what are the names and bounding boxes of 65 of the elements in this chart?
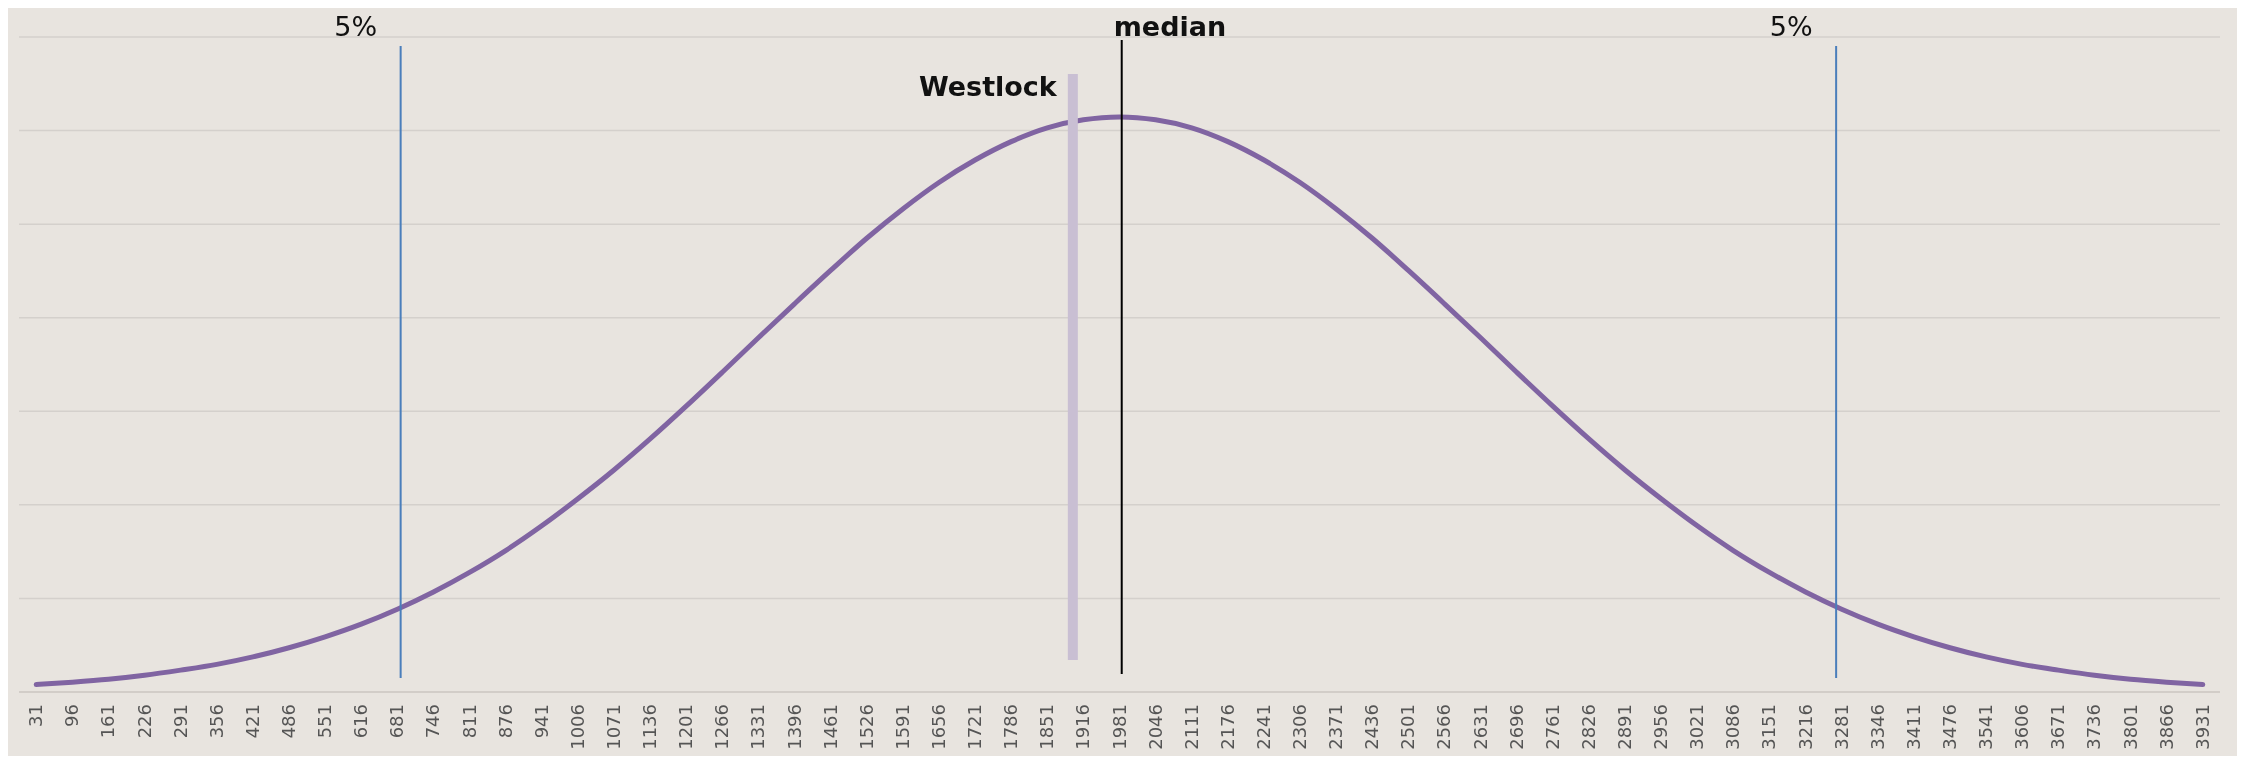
x-tick-label: 551 (314, 704, 336, 739)
ref-line-label: median (1113, 11, 1227, 42)
x-tick-label: 2241 (1252, 704, 1274, 750)
x-tick-label: 1266 (711, 704, 733, 750)
x-tick-label: 1721 (964, 704, 986, 750)
x-tick-label: 3671 (2047, 704, 2069, 750)
x-tick-label: 1201 (675, 704, 697, 750)
x-tick-label: 3346 (1866, 704, 1888, 750)
x-tick-label: 2956 (1650, 704, 1672, 750)
x-tick-label: 811 (458, 704, 480, 739)
x-tick-label: 1786 (1000, 704, 1022, 750)
x-tick-label: 3411 (1902, 704, 1924, 750)
x-tick-label: 2761 (1541, 704, 1563, 750)
x-tick-label: 2696 (1505, 704, 1527, 750)
x-tick-label: 3151 (1758, 704, 1780, 750)
ref-line-label: Westlock (918, 71, 1058, 102)
x-tick-label: 31 (25, 704, 47, 727)
x-tick-label: 3801 (2119, 704, 2141, 750)
x-tick-label: 2826 (1577, 704, 1599, 750)
x-tick-label: 2306 (1289, 704, 1311, 750)
x-tick-label: 1981 (1108, 704, 1130, 750)
x-tick-label: 3931 (2191, 704, 2213, 750)
x-tick-label: 161 (97, 704, 119, 739)
x-tick-label: 1071 (602, 704, 624, 750)
x-tick-label: 1006 (566, 704, 588, 750)
x-tick-label: 1591 (891, 704, 913, 750)
x-tick-label: 356 (205, 704, 227, 739)
x-tick-label: 2891 (1614, 704, 1636, 750)
x-tick-label: 941 (530, 704, 552, 739)
x-tick-label: 3866 (2155, 704, 2177, 750)
text: 5% (1769, 11, 1813, 42)
x-tick-label: 1526 (855, 704, 877, 750)
text: 5% (334, 11, 378, 42)
x-tick-label: 3606 (2011, 704, 2033, 750)
x-tick-label: 3281 (1830, 704, 1852, 750)
x-tick-label: 3021 (1686, 704, 1708, 750)
x-tick-label: 2111 (1180, 704, 1202, 750)
x-tick-label: 3476 (1939, 704, 1961, 750)
x-tick-label: 2371 (1325, 704, 1347, 750)
x-tick-label: 2566 (1433, 704, 1455, 750)
x-tick-label: 2436 (1361, 704, 1383, 750)
x-tick-label: 3736 (2083, 704, 2105, 750)
x-tick-label: 2046 (1144, 704, 1166, 750)
x-tick-label: 291 (169, 704, 191, 739)
x-tick-label: 1396 (783, 704, 805, 750)
x-tick-label: 3216 (1794, 704, 1816, 750)
x-tick-label: 746 (422, 704, 444, 739)
x-tick-label: 3541 (1975, 704, 1997, 750)
x-tick-label: 226 (133, 704, 155, 739)
x-tick-label: 1851 (1036, 704, 1058, 750)
x-tick-label: 2631 (1469, 704, 1491, 750)
x-tick-label: 421 (241, 704, 263, 739)
x-tick-label: 1136 (639, 704, 661, 750)
x-tick-label: 1331 (747, 704, 769, 750)
x-tick-label: 486 (277, 704, 299, 739)
x-tick-label: 1916 (1072, 704, 1094, 750)
x-tick-label: 2501 (1397, 704, 1419, 750)
x-tick-label: 2176 (1216, 704, 1238, 750)
x-tick-label: 616 (350, 704, 372, 739)
x-tick-label: 876 (494, 704, 516, 739)
x-tick-label: 1656 (927, 704, 949, 750)
x-tick-label: 1461 (819, 704, 841, 750)
x-tick-label: 681 (386, 704, 408, 739)
x-tick-label: 3086 (1722, 704, 1744, 750)
x-tick-label: 96 (61, 704, 83, 727)
